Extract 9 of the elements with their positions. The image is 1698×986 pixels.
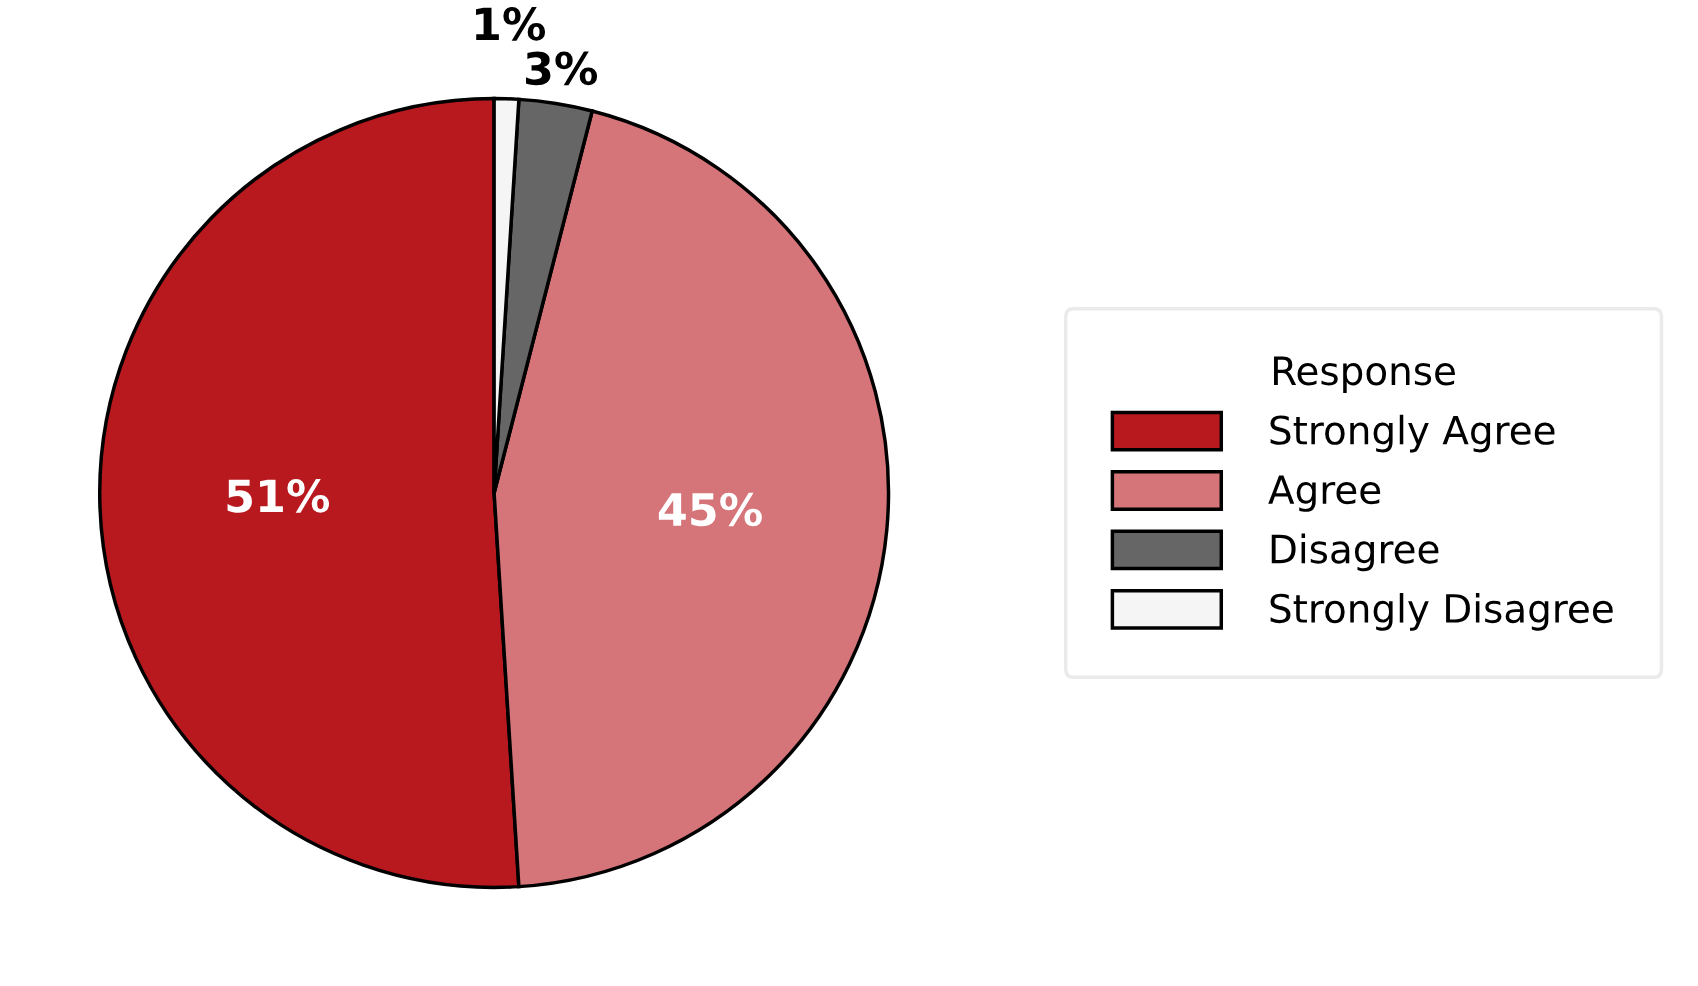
legend-label: Disagree bbox=[1271, 533, 1439, 572]
legend-label: Strongly Disagree bbox=[1270, 593, 1613, 631]
data-label: 51% bbox=[227, 479, 330, 513]
data-label: 3% bbox=[525, 51, 598, 86]
data-label: 1% bbox=[476, 7, 546, 41]
legend-title: Response bbox=[1274, 356, 1455, 393]
legend-label: Agree bbox=[1268, 475, 1381, 512]
legend-label: Strongly Agree bbox=[1270, 414, 1555, 453]
data-label: 45% bbox=[658, 492, 762, 527]
